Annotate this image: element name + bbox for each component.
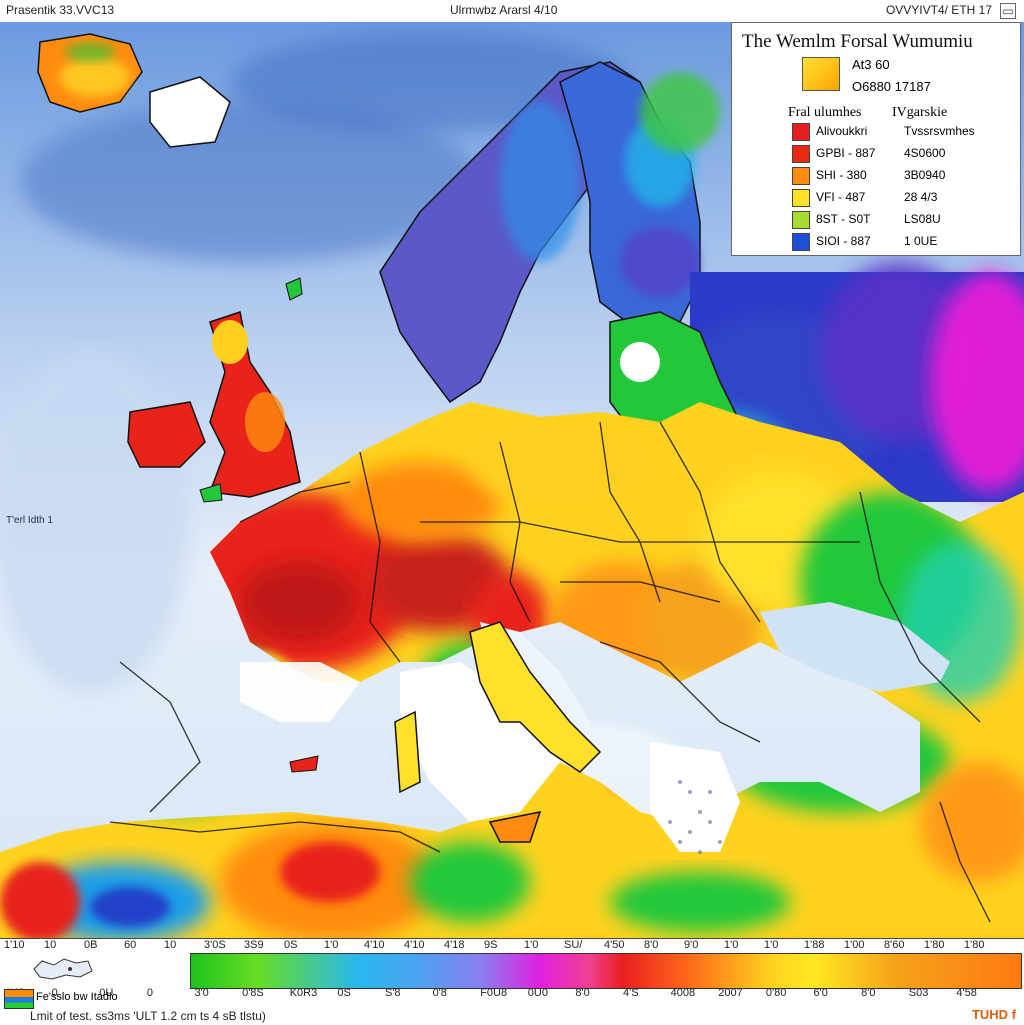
scale-tick-label: 1'88 [804,939,825,951]
legend-range-label: Alivoukkri [816,124,868,138]
legend-row: 8ST - S0T LS08U [792,211,1012,229]
scale-tick-label: 1'0 [524,939,539,951]
legend-value-label: 4S0600 [904,146,946,160]
scale-bottom-ticks: 4'4800U03'00'8SK0R30SS'80'8F0U80U08'04'S… [4,987,1020,1001]
legend-swatch [802,57,840,91]
scale-tick-label: 10 [44,939,57,951]
scale-tick-label: S'8 [384,987,401,999]
legend-row: GPBI - 887 4S0600 [792,145,1012,163]
scale-tick-label: K0R3 [289,987,318,999]
footer-note: Lmit of test. ss3ms 'ULT 1.2 cm ts 4 sB … [30,1009,266,1023]
legend-range-label: SHI - 380 [816,168,867,182]
scale-tick-label: 0U [99,987,114,999]
title-bar: Prasentik 33.VVC13 Ulrmwbz Ararsl 4/10 O… [0,0,1024,23]
legend-value-label: 3B0940 [904,168,946,182]
legend-color-box [792,167,810,185]
legend-color-box [792,145,810,163]
legend-row: Alivoukkri Tvssrsvmhes [792,123,1012,141]
scale-tick-label: 1'80 [964,939,985,951]
scale-tick-label: 0S [284,939,298,951]
scale-tick-label: 1'10 [4,939,25,951]
legend-color-box [792,189,810,207]
legend-value-label: 28 4/3 [904,190,938,204]
legend-row: VFI - 487 28 4/3 [792,189,1012,207]
brand-mark: TUHD f [971,1007,1016,1022]
scale-tick-label: 4'10 [364,939,385,951]
scale-tick-label: S03 [908,987,929,999]
legend-title: The Wemlm Forsal Wumumiu [742,31,973,52]
legend-value-label: Tvssrsvmhes [904,124,975,138]
legend-range-label: SIOI - 887 [816,234,871,248]
legend-range-label: 8ST - S0T [816,212,871,226]
scale-tick-label: 8'0 [575,987,590,999]
scale-tick-label: F0U8 [480,987,508,999]
color-gradient [190,953,1022,989]
scale-tick-label: 60 [124,939,137,951]
color-scale-bar: 1'10 10 0B 60 10 3'0S 3S9 0S 1'0 4'10 4'10 4'18 9S 1'… [0,938,1024,1025]
legend-value-label: 1 0UE [904,234,938,248]
legend-panel: The Wemlm Forsal Wumumiu At3 60 O6880 17… [731,22,1021,256]
scale-tick-label: 1'0 [324,939,339,951]
mini-map-icon [33,958,93,980]
scale-tick-label: 0U0 [527,987,548,999]
legend-row: SIOI - 887 1 0UE [792,233,1012,251]
header-left-text: Prasentik 33.VVC13 [6,3,115,17]
legend-range-label: GPBI - 887 [816,146,876,160]
scale-tick-label: 4'58 [956,987,977,999]
scale-tick-label: SU/ [564,939,583,951]
header-title: Ulrmwbz Ararsl 4/10 [450,3,558,17]
white-island [149,76,231,148]
scale-tick-label: 3'0 [194,987,209,999]
scale-tick-label: 0'8 [432,987,447,999]
legend-color-box [792,233,810,251]
scale-tick-label: 4'18 [444,939,465,951]
scale-tick-label: 3S9 [244,939,264,951]
scale-tick-label: 10 [164,939,177,951]
scale-tick-label: 1'0 [764,939,779,951]
legend-swatch-line1: At3 60 [852,57,890,72]
scale-tick-label: 2007 [718,987,743,999]
scale-tick-label: 0 [51,987,58,999]
legend-color-box [792,123,810,141]
scale-tick-label: 0S [337,987,351,999]
scale-tick-label: 1'00 [844,939,865,951]
scale-tick-label: 0'8S [242,987,264,999]
scale-tick-label: 4'S [623,987,639,999]
scale-tick-label: 4'10 [404,939,425,951]
scale-tick-label: 4'50 [604,939,625,951]
map-side-label: T'erl Idth 1 [6,515,53,526]
scale-tick-label: 3'0S [204,939,226,951]
scale-tick-label: 8'0 [861,987,876,999]
scale-tick-label: 0 [146,987,153,999]
scale-tick-label: 4008 [670,987,696,999]
scale-tick-label: 0'80 [765,987,787,999]
legend-value-label: LS08U [904,212,941,226]
legend-swatch-line2: O6880 17187 [852,79,931,94]
scale-tick-label: 1'80 [924,939,945,951]
scale-tick-label: 9S [484,939,498,951]
scale-tick-label: 0B [84,939,98,951]
mini-legend-label: Fe'sslo bw Itadlo [36,991,118,1003]
legend-row: SHI - 380 3B0940 [792,167,1012,185]
header-right-text: OVVYIVT4/ ETH 17 [885,3,992,17]
legend-range-label: VFI - 487 [816,190,866,204]
scale-tick-label: 8'60 [884,939,905,951]
scale-tick-label: 1'0 [724,939,739,951]
scale-top-ticks: 1'10 10 0B 60 10 3'0S 3S9 0S 1'0 4'10 4'10 4'18 9S 1'… [4,939,1020,953]
ireland-region [127,401,206,468]
legend-column-header-b: IVgarskie [892,105,948,120]
scale-tick-label: 8'0 [644,939,659,951]
scale-tick-label: 9'0 [684,939,699,951]
scale-tick-label: 6'0 [813,987,828,999]
italy-region [469,621,602,773]
legend-column-header-a: Fral ulumhes [788,105,862,120]
mini-legend-swatch [4,989,34,1009]
legend-color-box [792,211,810,229]
page-icon[interactable]: ▭ [1000,3,1016,19]
